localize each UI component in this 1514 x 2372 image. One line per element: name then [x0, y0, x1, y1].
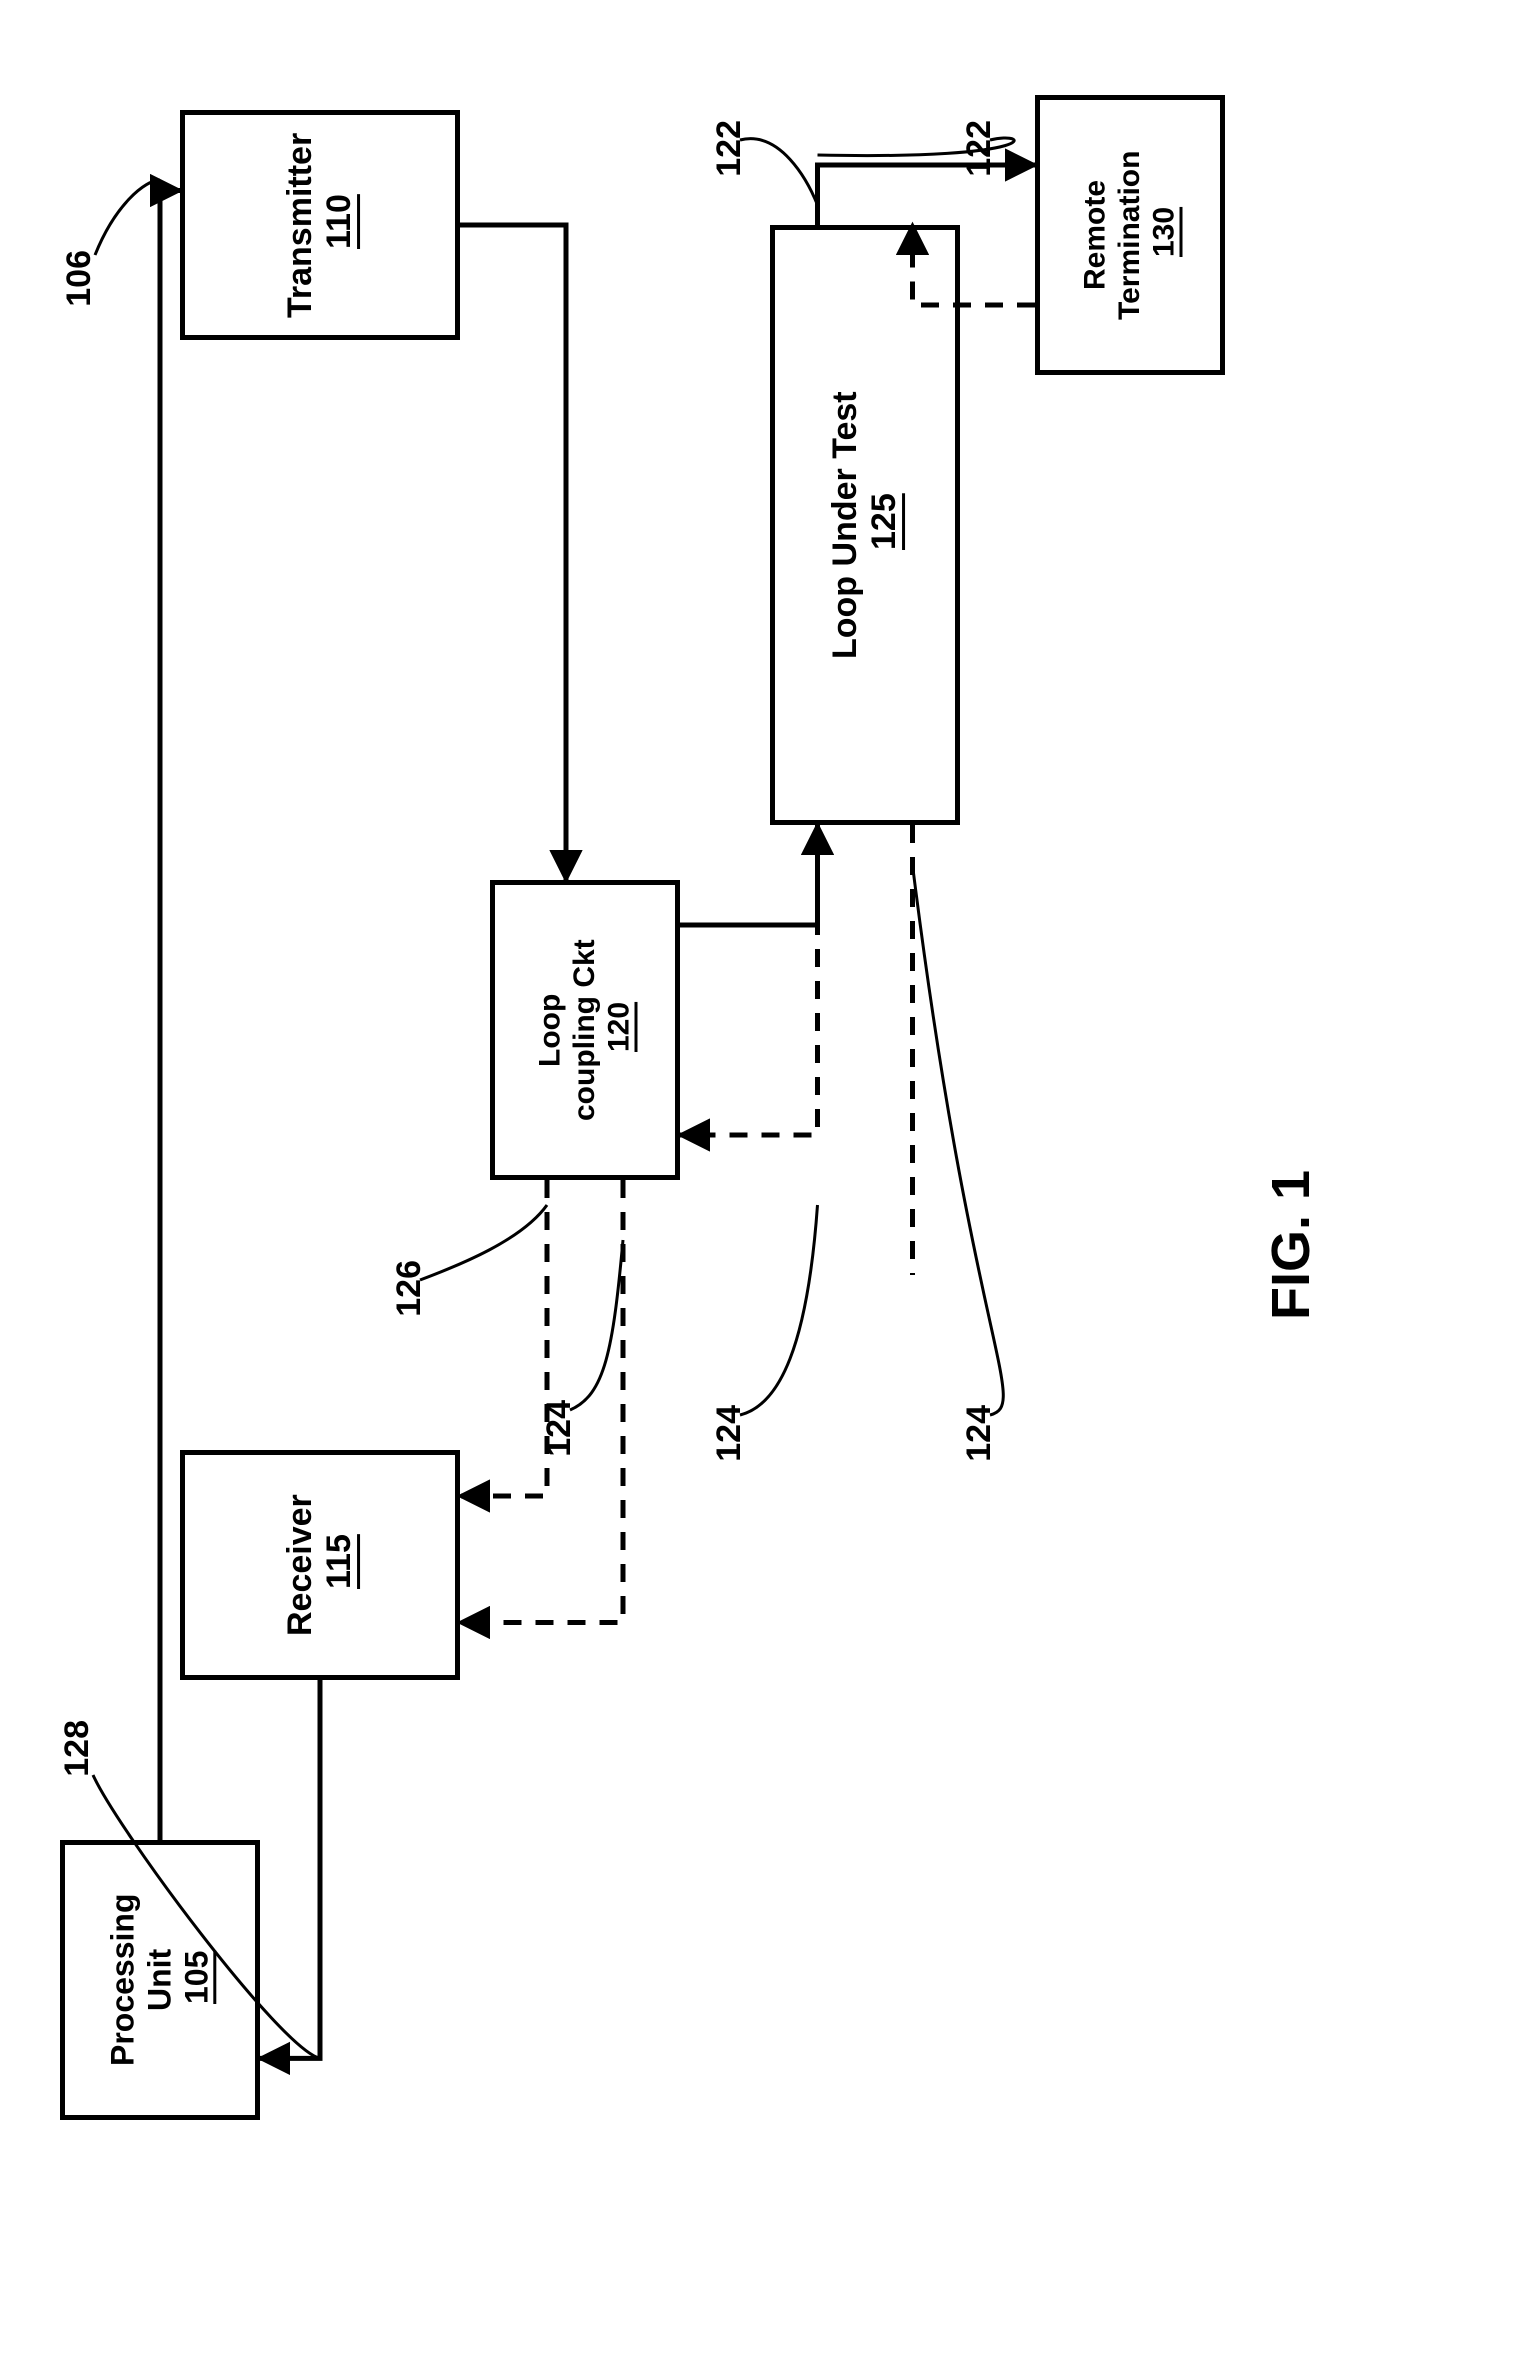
leader-lead126 [420, 1205, 547, 1280]
ref-label-122a: 122 [710, 120, 749, 177]
wire-lc_to_lut_top [680, 825, 818, 925]
leader-lead124c [570, 1240, 623, 1410]
ref-label-124b: 124 [960, 1405, 999, 1462]
leader-lead124a [740, 1205, 818, 1415]
wire-lut_to_rt_top [818, 165, 1036, 225]
wire-pu_to_tx [160, 191, 180, 1841]
loop-under-test-block: Loop Under Test 125 [770, 225, 960, 825]
wire-rx_to_pu [260, 1680, 320, 2058]
block-title: Loopcoupling Ckt [534, 939, 603, 1121]
ref-label-124c: 124 [540, 1400, 579, 1457]
receiver-block: Receiver 115 [180, 1450, 460, 1680]
block-ref: 120 [603, 1002, 637, 1052]
block-title: Transmitter [281, 132, 320, 317]
ref-label-124a: 124 [710, 1405, 749, 1462]
block-ref: 110 [320, 195, 359, 250]
leader-lead122a [740, 139, 818, 205]
ref-label-128: 128 [58, 1720, 97, 1777]
leader-lead106 [95, 180, 160, 255]
ref-label-122b: 122 [960, 120, 999, 177]
figure-caption: FIG. 1 [1260, 1170, 1322, 1320]
block-ref: 130 [1148, 207, 1182, 257]
ref-label-126: 126 [390, 1260, 429, 1317]
block-title: Loop Under Test [826, 391, 865, 659]
block-ref: 125 [865, 494, 904, 551]
wire-tx_to_lc [460, 225, 566, 880]
loop-coupling-block: Loopcoupling Ckt 120 [490, 880, 680, 1180]
block-title: RemoteTermination [1079, 150, 1148, 319]
leader-lead124b [913, 865, 1004, 1415]
processing-unit-block: ProcessingUnit 105 [60, 1840, 260, 2120]
block-ref: 115 [320, 1535, 359, 1590]
transmitter-block: Transmitter 110 [180, 110, 460, 340]
block-ref: 105 [178, 1950, 215, 2003]
ref-label-106: 106 [60, 250, 99, 307]
block-title: ProcessingUnit [105, 1894, 179, 2067]
wire-lut_to_lc_bot [680, 885, 818, 1135]
block-title: Receiver [281, 1494, 320, 1636]
remote-termination-block: RemoteTermination 130 [1035, 95, 1225, 375]
wire-lc_to_rx_left [460, 1180, 547, 1496]
